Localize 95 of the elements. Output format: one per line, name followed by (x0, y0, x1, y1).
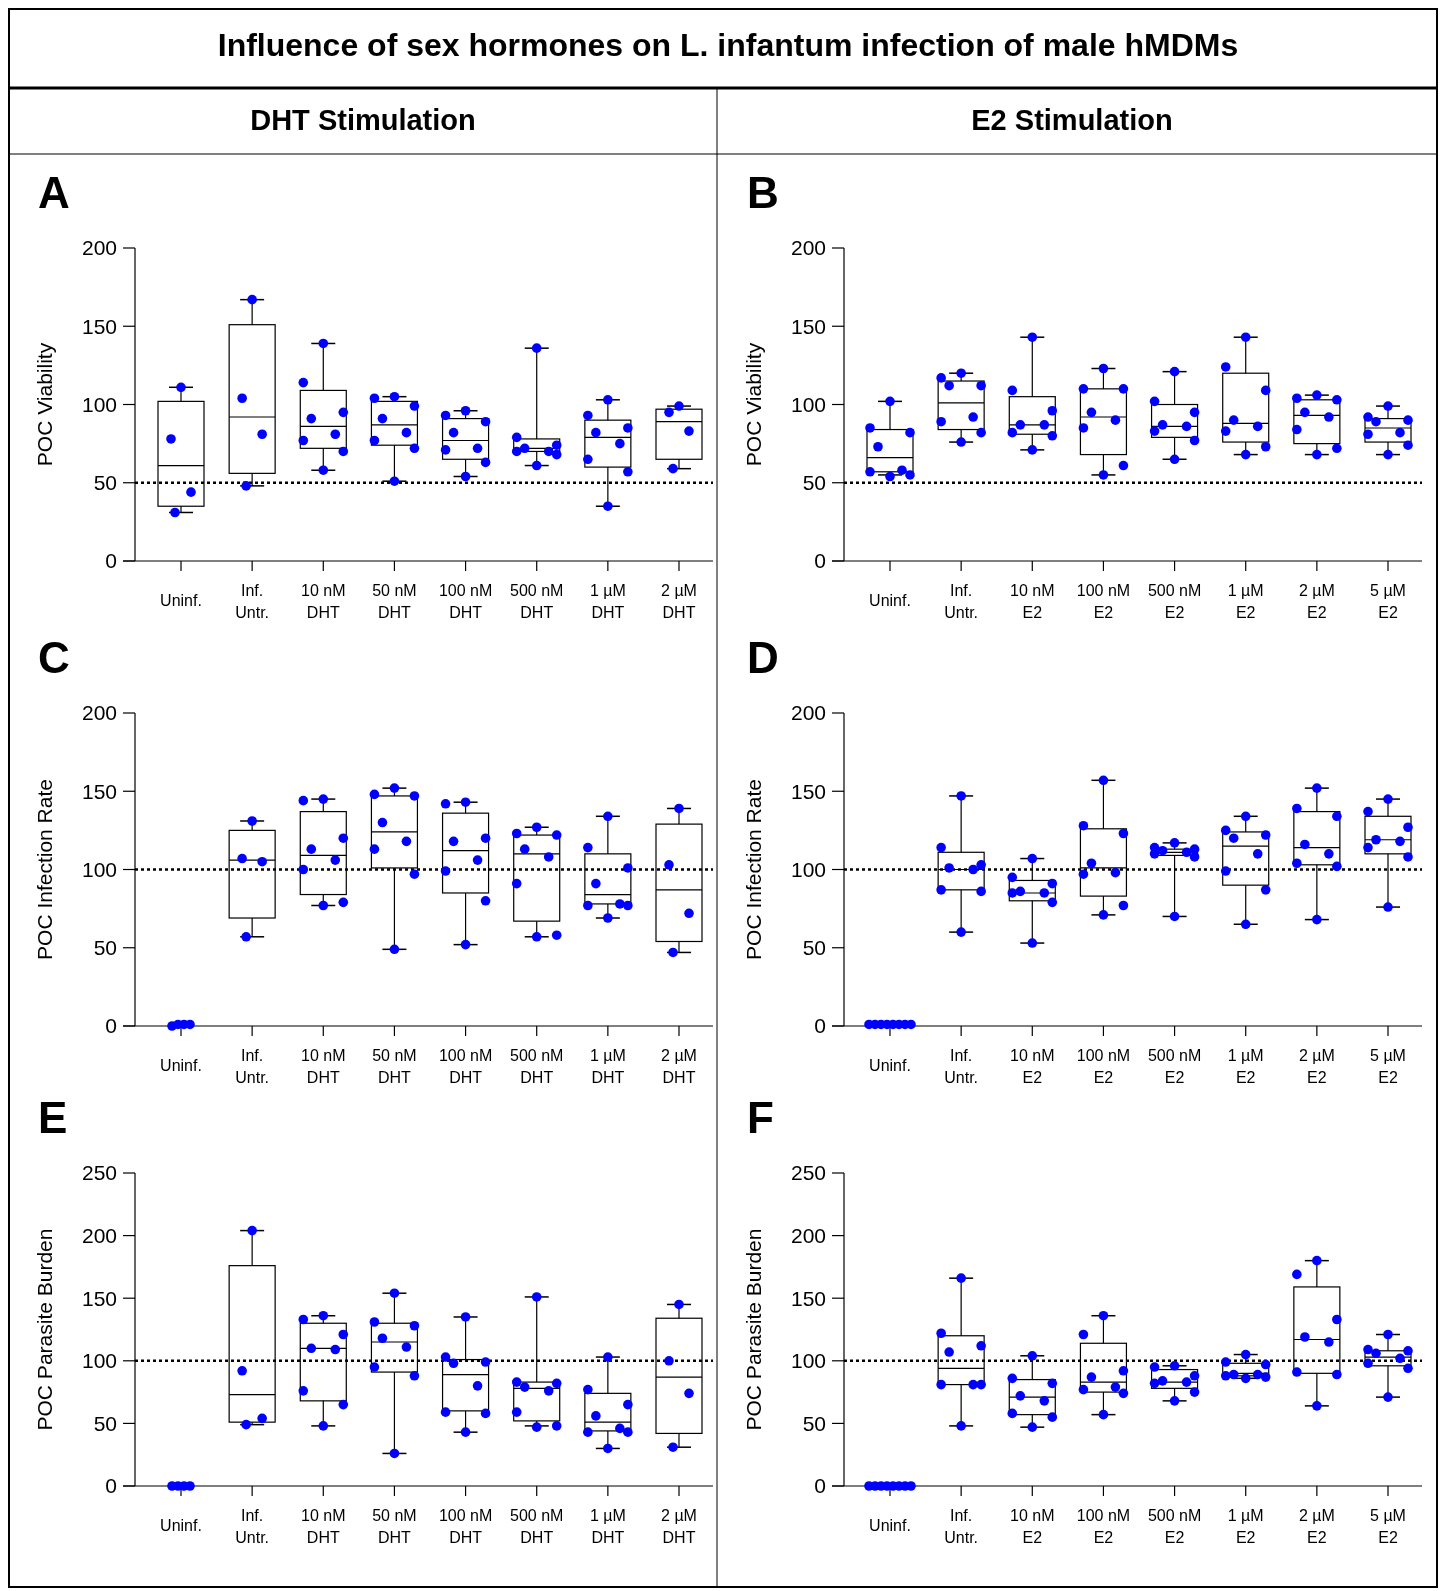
y-tick-label: 50 (802, 471, 826, 495)
x-tick-label: 10 nM DHT (301, 1507, 346, 1546)
x-tick-label: 100 nM DHT (438, 1047, 493, 1086)
x-tick-label: 10 nM E2 (1010, 582, 1055, 621)
y-tick-label: 250 (81, 1161, 117, 1185)
x-tick-label: 5 µM E2 (1370, 1047, 1406, 1086)
y-tick-label: 100 (81, 1349, 117, 1373)
x-tick-label: 500 nM E2 (1147, 1047, 1202, 1086)
y-axis-title: POC Parasite Burden (742, 1228, 765, 1431)
x-tick-label: 10 nM E2 (1010, 1047, 1055, 1086)
y-tick-label: 200 (81, 236, 117, 260)
x-tick-label: 500 nM DHT (510, 1507, 564, 1546)
chart-title: F (747, 1093, 774, 1142)
y-tick-label: 50 (802, 1411, 826, 1435)
x-tick-label: Inf. Untr. (944, 582, 979, 621)
chart-title: D (747, 633, 779, 682)
x-tick-label: 50 nM DHT (372, 1507, 417, 1546)
x-tick-label: 1 µM E2 (1227, 1507, 1264, 1546)
text: DHT Stimulation (250, 104, 476, 136)
y-axis-title: POC Infection Rate (33, 779, 56, 960)
x-tick-label: 1 µM DHT (589, 1047, 626, 1086)
y-tick-label: 100 (790, 857, 826, 881)
x-tick-label: 500 nM DHT (510, 582, 564, 621)
x-tick-label: 100 nM E2 (1076, 1507, 1131, 1546)
x-tick-label: 2 µM E2 (1298, 582, 1335, 621)
y-tick-label: 200 (790, 236, 826, 260)
x-tick-label: 5 µM E2 (1370, 1507, 1406, 1546)
x-tick-label: Inf. Untr. (235, 1507, 270, 1546)
x-tick-label: 1 µM E2 (1227, 582, 1264, 621)
x-tick-label: 5 µM E2 (1370, 582, 1406, 621)
y-tick-label: 100 (790, 392, 826, 416)
x-tick-label: 2 µM E2 (1298, 1047, 1335, 1086)
chart-title: C (38, 633, 70, 682)
x-tick-label: 2 µM DHT (661, 582, 697, 621)
chart-title: E (38, 1093, 68, 1142)
x-tick-label: 10 nM E2 (1010, 1507, 1055, 1546)
x-tick-label: 50 nM DHT (372, 1047, 417, 1086)
y-axis-title: POC Viability (742, 342, 765, 467)
x-tick-label: Inf. Untr. (944, 1047, 979, 1086)
x-tick-label: 1 µM DHT (589, 582, 626, 621)
x-tick-label: Uninf. (160, 1057, 202, 1074)
y-tick-label: 0 (105, 549, 117, 573)
x-tick-label: 10 nM DHT (301, 582, 346, 621)
y-axis-title: POC Viability (33, 342, 56, 467)
y-tick-label: 200 (81, 701, 117, 725)
x-tick-label: Inf. Untr. (235, 582, 270, 621)
y-tick-label: 0 (105, 1014, 117, 1038)
y-tick-label: 150 (790, 1286, 826, 1310)
x-tick-label: 500 nM E2 (1147, 1507, 1202, 1546)
y-tick-label: 50 (93, 471, 117, 495)
text: E2 Stimulation (971, 104, 1173, 136)
x-tick-label: Uninf. (160, 1517, 202, 1534)
chart-title: B (747, 168, 779, 217)
y-tick-label: 0 (814, 1474, 826, 1498)
y-tick-label: 150 (790, 314, 826, 338)
y-tick-label: 100 (81, 857, 117, 881)
x-tick-label: Uninf. (869, 592, 911, 609)
x-tick-label: 100 nM E2 (1076, 582, 1131, 621)
y-tick-label: 150 (81, 314, 117, 338)
y-tick-label: 0 (814, 549, 826, 573)
x-tick-label: 100 nM DHT (438, 1507, 493, 1546)
y-axis-title: POC Infection Rate (742, 779, 765, 960)
x-tick-label: 500 nM E2 (1147, 582, 1202, 621)
x-tick-label: Inf. Untr. (944, 1507, 979, 1546)
x-tick-label: Uninf. (869, 1517, 911, 1534)
x-tick-label: 2 µM DHT (661, 1507, 697, 1546)
y-tick-label: 150 (81, 779, 117, 803)
y-axis-title: POC Parasite Burden (33, 1228, 56, 1431)
y-tick-label: 150 (790, 779, 826, 803)
y-tick-label: 200 (81, 1223, 117, 1247)
x-tick-label: Inf. Untr. (235, 1047, 270, 1086)
x-tick-label: 2 µM DHT (661, 1047, 697, 1086)
y-tick-label: 50 (93, 936, 117, 960)
y-tick-label: 100 (790, 1349, 826, 1373)
y-tick-label: 200 (790, 1223, 826, 1247)
y-tick-label: 0 (814, 1014, 826, 1038)
x-tick-label: 100 nM DHT (438, 582, 493, 621)
y-tick-label: 200 (790, 701, 826, 725)
y-tick-label: 0 (105, 1474, 117, 1498)
text: Influence of sex hormones on L. infantum infection of male hMDMs (217, 27, 1239, 63)
chart-title: A (38, 168, 70, 217)
x-tick-label: 1 µM DHT (589, 1507, 626, 1546)
x-tick-label: 500 nM DHT (510, 1047, 564, 1086)
x-tick-label: Uninf. (160, 592, 202, 609)
x-tick-label: 100 nM E2 (1076, 1047, 1131, 1086)
x-tick-label: 2 µM E2 (1298, 1507, 1335, 1546)
x-tick-label: 50 nM DHT (372, 582, 417, 621)
y-tick-label: 50 (802, 936, 826, 960)
x-tick-label: Uninf. (869, 1057, 911, 1074)
x-tick-label: 10 nM DHT (301, 1047, 346, 1086)
y-tick-label: 100 (81, 392, 117, 416)
y-tick-label: 150 (81, 1286, 117, 1310)
y-tick-label: 250 (790, 1161, 826, 1185)
x-tick-label: 1 µM E2 (1227, 1047, 1264, 1086)
y-tick-label: 50 (93, 1411, 117, 1435)
